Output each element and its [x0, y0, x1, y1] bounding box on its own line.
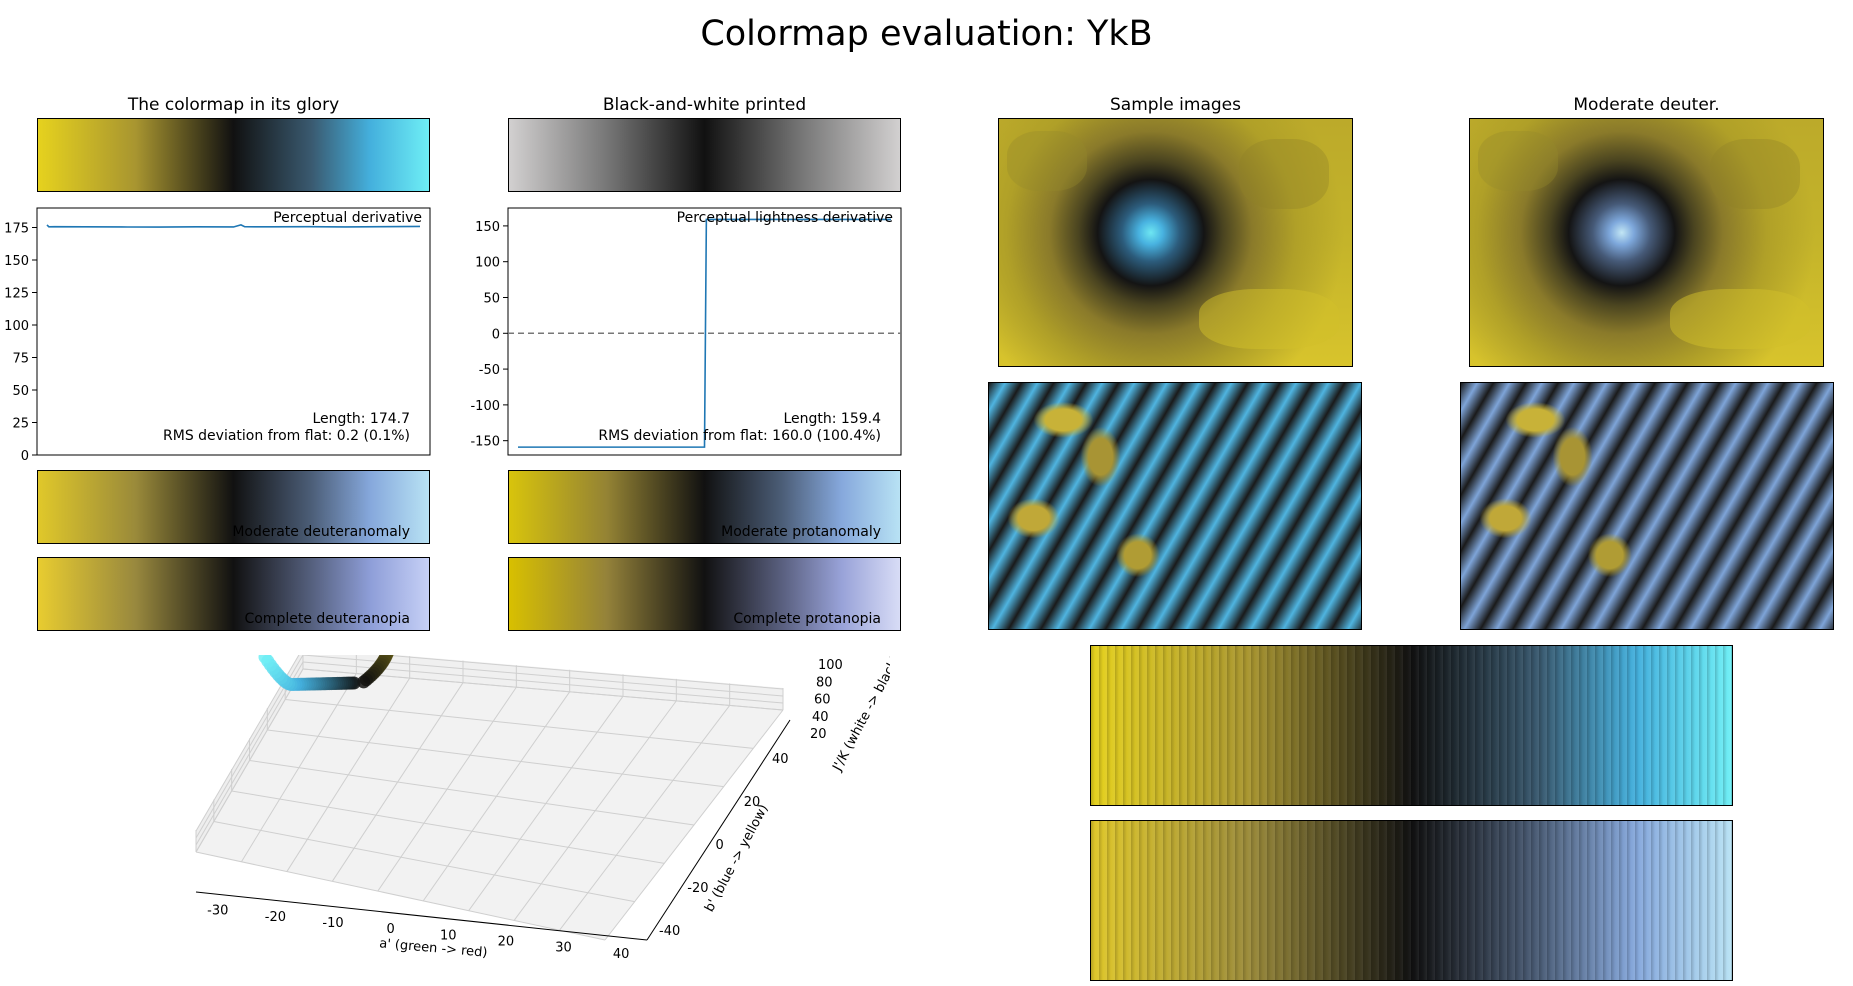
lightness-series-line — [518, 218, 891, 448]
x-tick-label: 10 — [440, 928, 457, 943]
lightness-rms: RMS deviation from flat: 160.0 (100.4%) — [598, 428, 881, 444]
lightness-plot-frame — [507, 207, 902, 456]
bw-panel-title: Black-and-white printed — [602, 95, 807, 115]
sample-panel-title: Sample images — [1110, 95, 1241, 115]
derivative-title: Perceptual derivative — [273, 210, 422, 226]
x-tick-label: 0 — [387, 922, 395, 937]
wall-grid-line — [195, 668, 304, 853]
protanopia-label: Complete protanopia — [733, 611, 881, 627]
deuter-panel-title: Moderate deuter. — [1573, 95, 1720, 115]
derivative-series-line — [46, 224, 421, 228]
y-tick-label: 0 — [716, 838, 724, 853]
z-tick-label: 80 — [816, 675, 833, 690]
derivative-plot-frame — [36, 207, 431, 456]
deuteranopia-bar — [37, 557, 430, 631]
figure-title: Colormap evaluation: YkB — [700, 14, 1153, 54]
x-tick-label: -10 — [322, 916, 343, 931]
terrain-deuter-image — [1469, 118, 1824, 367]
wall-grid-line — [379, 655, 784, 690]
y-tick-label: 50 — [483, 291, 500, 306]
x-tick-label: 20 — [498, 935, 515, 950]
grayscale-bar — [508, 118, 901, 192]
lightness-title: Perceptual lightness derivative — [676, 210, 893, 226]
y-axis-label: b' (blue -> yellow) — [702, 802, 771, 915]
x-tick-label: -30 — [207, 904, 228, 919]
lightness-derivative-chart: -150 -100 -50 0 50 100 150 — [470, 207, 902, 456]
lightness-length: Length: 159.4 — [783, 411, 881, 427]
derivative-rms: RMS deviation from flat: 0.2 (0.1%) — [163, 428, 410, 444]
deuteranomaly-label: Moderate deuteranomaly — [232, 524, 410, 540]
floor-grid-line — [195, 851, 606, 941]
x-tick-label: 30 — [555, 941, 572, 956]
z-tick-label: 100 — [818, 658, 843, 673]
y-axis-line — [646, 719, 791, 941]
z-tick-label: 40 — [812, 710, 829, 725]
z-tick-label: 20 — [810, 727, 827, 742]
glory-panel-title: The colormap in its glory — [127, 95, 340, 115]
x-axis-label: a' (green -> red) — [379, 936, 488, 960]
y-tick-label: 40 — [772, 752, 789, 767]
protanomaly-bar — [508, 470, 901, 544]
floor-pane — [196, 669, 783, 940]
deuteranomaly-bar — [37, 470, 430, 544]
floor-grid-line — [249, 760, 695, 826]
wall-grid-line — [195, 661, 304, 846]
x-axis-line — [195, 891, 648, 941]
floor-grid-line — [285, 699, 754, 749]
floor-grid-line — [231, 790, 665, 864]
protanopia-bar — [508, 557, 901, 631]
y-tick-label: 150 — [4, 254, 29, 269]
y-tick-label: 0 — [21, 449, 29, 464]
y-tick-label: 25 — [12, 417, 29, 432]
ripple-colormap-bar — [1090, 645, 1733, 806]
y-tick-label: -150 — [470, 435, 500, 450]
y-tick-label: 100 — [4, 319, 29, 334]
derivative-length: Length: 174.7 — [312, 411, 410, 427]
colorspace-3d-plot: -30 -20 -10 0 10 20 30 40 -40 -20 0 20 40 20 40 60 80 100… — [195, 655, 890, 962]
colormap-bar — [37, 118, 430, 192]
y-tick-label: 75 — [12, 352, 29, 367]
protanomaly-label: Moderate protanomaly — [721, 524, 881, 540]
interference-sample-image — [988, 382, 1362, 630]
x-tick-label: -20 — [265, 910, 286, 925]
colorspace-point — [258, 655, 272, 664]
y-tick-label: -20 — [687, 881, 708, 896]
floor-grid-line — [213, 821, 635, 903]
terrain-sample-image — [998, 118, 1353, 367]
y-tick-label: 50 — [12, 384, 29, 399]
y-tick-label: 0 — [492, 327, 500, 342]
floor-grid-line — [267, 729, 724, 788]
y-tick-label: -40 — [659, 924, 680, 939]
y-tick-label: 175 — [4, 222, 29, 237]
y-tick-label: -100 — [470, 399, 500, 414]
deuteranopia-label: Complete deuteranopia — [244, 611, 410, 627]
z-tick-label: 60 — [814, 693, 831, 708]
interference-deuter-image — [1460, 382, 1834, 630]
ripple-deuter-bar — [1090, 820, 1733, 981]
wall-grid-line — [302, 668, 784, 711]
y-tick-label: -50 — [479, 363, 500, 378]
y-tick-label: 100 — [475, 256, 500, 271]
colorspace-point — [357, 675, 371, 689]
x-tick-label: 40 — [613, 947, 630, 962]
perceptual-derivative-chart: 0 25 50 75 100 125 150 175 — [4, 207, 431, 464]
y-tick-label: 150 — [475, 220, 500, 235]
y-tick-label: 125 — [4, 287, 29, 302]
y-tick-label: 20 — [744, 795, 761, 810]
